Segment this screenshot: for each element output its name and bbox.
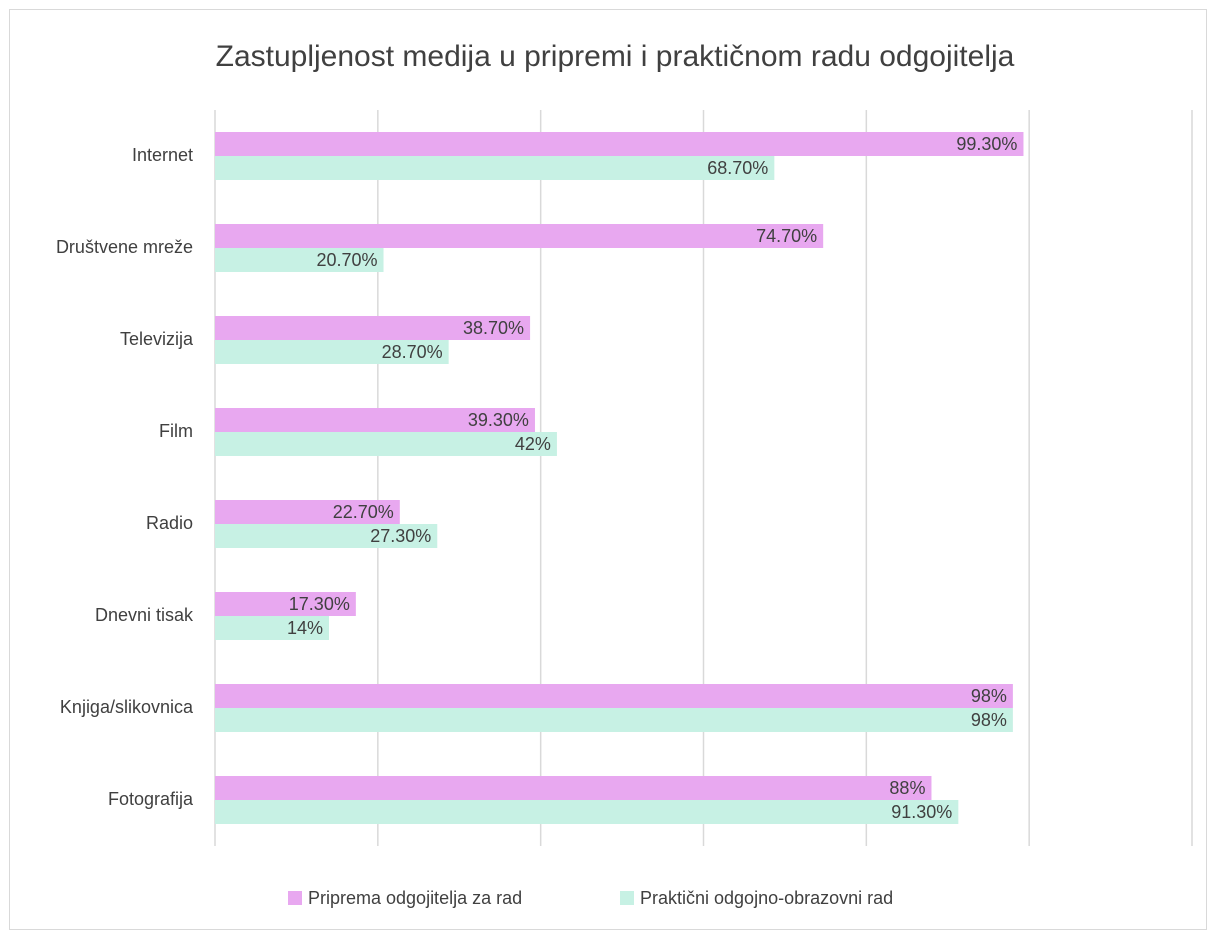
y-tick-label: Internet — [132, 145, 193, 165]
bar — [215, 224, 824, 248]
legend-swatch — [620, 891, 634, 905]
bar — [215, 316, 531, 340]
data-label: 38.70% — [463, 318, 524, 338]
bar — [215, 156, 775, 180]
bar — [215, 524, 438, 548]
bar — [215, 248, 384, 272]
legend-label: Praktični odgojno-obrazovni rad — [640, 888, 893, 908]
data-label: 20.70% — [316, 250, 377, 270]
data-label: 91.30% — [891, 802, 952, 822]
data-label: 68.70% — [707, 158, 768, 178]
data-label: 98% — [971, 686, 1007, 706]
y-tick-label: Knjiga/slikovnica — [60, 697, 194, 717]
bar — [215, 132, 1024, 156]
data-label: 17.30% — [289, 594, 350, 614]
data-label: 42% — [515, 434, 551, 454]
data-label: 28.70% — [382, 342, 443, 362]
legend-label: Priprema odgojitelja za rad — [308, 888, 522, 908]
y-tick-label: Film — [159, 421, 193, 441]
chart-title: Zastupljenost medija u pripremi i prakti… — [216, 40, 1015, 73]
y-tick-label: Dnevni tisak — [95, 605, 194, 625]
data-label: 74.70% — [756, 226, 817, 246]
data-label: 99.30% — [956, 134, 1017, 154]
y-tick-label: Televizija — [120, 329, 194, 349]
data-label: 22.70% — [333, 502, 394, 522]
data-label: 27.30% — [370, 526, 431, 546]
bar — [215, 616, 329, 640]
data-label: 98% — [971, 710, 1007, 730]
data-label: 88% — [889, 778, 925, 798]
y-tick-label: Radio — [146, 513, 193, 533]
bar — [215, 684, 1013, 708]
bar — [215, 408, 535, 432]
y-tick-label: Fotografija — [108, 789, 194, 809]
bar — [215, 340, 449, 364]
legend-swatch — [288, 891, 302, 905]
bar — [215, 776, 932, 800]
data-label: 14% — [287, 618, 323, 638]
bar — [215, 592, 356, 616]
bar — [215, 708, 1013, 732]
data-label: 39.30% — [468, 410, 529, 430]
bar — [215, 432, 557, 456]
bar — [215, 800, 959, 824]
y-tick-label: Društvene mreže — [56, 237, 193, 257]
bar — [215, 500, 400, 524]
